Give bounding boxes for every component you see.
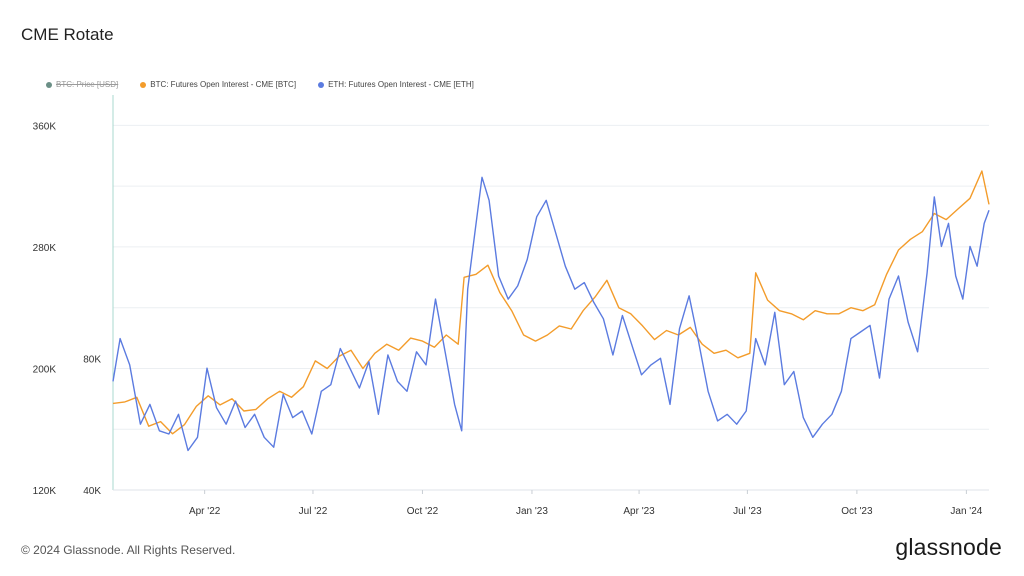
axes: 120K 200K 280K 360K 40K 80K Apr '22 Jul '22 Oct … — [33, 95, 989, 517]
chart-title: CME Rotate — [21, 25, 114, 44]
copyright-text: © 2024 Glassnode. All Rights Reserved. — [21, 543, 236, 557]
chart-legend: BTC: Price [USD] BTC: Futures Open Inter… — [46, 80, 474, 89]
y-left-tick-label: 200K — [33, 364, 57, 375]
x-tick-label: Apr '22 — [189, 506, 221, 517]
y-right-tick-label: 40K — [83, 486, 101, 497]
legend-label-btc-price: BTC: Price [USD] — [56, 80, 119, 89]
y-right-tick-label: 80K — [83, 354, 101, 365]
eth-open-interest-line — [112, 176, 990, 452]
x-tick-label: Oct '22 — [407, 506, 439, 517]
btc-open-interest-line — [112, 170, 990, 435]
x-tick-label: Apr '23 — [623, 506, 655, 517]
y-left-tick-label: 120K — [33, 486, 57, 497]
y-left-tick-label: 280K — [33, 243, 57, 254]
legend-item-eth-oi[interactable]: ETH: Futures Open Interest - CME [ETH] — [318, 80, 474, 89]
x-tick-label: Jan '23 — [516, 506, 548, 517]
series-lines — [112, 170, 990, 452]
grid-lines — [113, 124, 989, 491]
x-tick-label: Oct '23 — [841, 506, 873, 517]
legend-item-btc-oi[interactable]: BTC: Futures Open Interest - CME [BTC] — [140, 80, 296, 89]
x-tick-label: Jul '22 — [299, 506, 328, 517]
legend-marker-eth-oi — [318, 81, 325, 88]
legend-label-btc-oi: BTC: Futures Open Interest - CME [BTC] — [150, 80, 297, 89]
glassnode-logo: glassnode — [895, 534, 1002, 560]
x-tick-label: Jan '24 — [950, 506, 982, 517]
legend-marker-btc-price — [46, 81, 52, 88]
legend-item-btc-price[interactable]: BTC: Price [USD] — [46, 80, 118, 89]
x-tick-label: Jul '23 — [733, 506, 762, 517]
legend-marker-btc-oi — [140, 81, 147, 88]
legend-label-eth-oi: ETH: Futures Open Interest - CME [ETH] — [328, 80, 474, 89]
y-left-tick-label: 360K — [33, 121, 57, 132]
